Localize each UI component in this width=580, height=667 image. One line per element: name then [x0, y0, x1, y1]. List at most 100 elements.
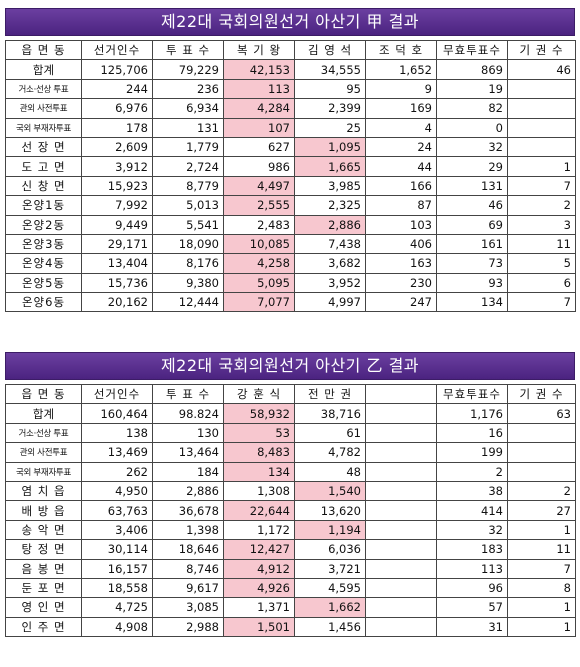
- value-cell: 53: [223, 422, 295, 444]
- value-cell: 6: [507, 272, 576, 294]
- value-cell: 27: [507, 500, 576, 521]
- value-cell: 73: [436, 253, 508, 274]
- table-row: 온양4동 13,404 8,176 4,258 3,682 163 73 5: [5, 253, 576, 274]
- value-cell: 20,162: [81, 292, 153, 313]
- value-cell: 31: [436, 616, 508, 638]
- region-name-cell: 국외 부재자투표: [5, 117, 82, 138]
- value-cell: 29,171: [81, 233, 153, 255]
- region-name-cell: 온양6동: [5, 292, 82, 313]
- value-cell: 1: [507, 616, 576, 638]
- value-cell: 38,716: [294, 403, 366, 424]
- value-cell: 9,449: [81, 214, 153, 235]
- region-name-cell: 도 고 면: [5, 156, 82, 177]
- value-cell: 4,595: [294, 577, 366, 599]
- value-cell: 1,194: [294, 519, 366, 541]
- value-cell: 3: [507, 214, 576, 235]
- value-cell: 11: [507, 539, 576, 560]
- value-cell: 18,646: [152, 539, 224, 560]
- table-row: 둔 포 면 18,558 9,617 4,926 4,595 96 8: [5, 577, 576, 599]
- table-row: 합계 125,706 79,229 42,153 34,555 1,652 869 46: [5, 59, 576, 80]
- value-cell: 34,555: [294, 59, 366, 80]
- value-cell: 163: [365, 253, 437, 274]
- value-cell: 414: [436, 500, 508, 521]
- region-name-cell: 신 창 면: [5, 175, 82, 197]
- value-cell: 130: [152, 422, 224, 444]
- value-cell: 178: [81, 117, 153, 138]
- value-cell: 134: [436, 292, 508, 313]
- column-header: 선거인수: [81, 39, 153, 61]
- region-name-cell: 온양3동: [5, 233, 82, 255]
- value-cell: 3,406: [81, 519, 153, 541]
- value-cell: 131: [436, 175, 508, 197]
- value-cell: 7,992: [81, 195, 153, 216]
- value-cell: 8,746: [152, 558, 224, 579]
- value-cell: 1,501: [223, 616, 295, 638]
- value-cell: 4,284: [223, 98, 295, 119]
- table-row: 국외 부재자투표 178 131 107 25 4 0: [5, 117, 576, 138]
- value-cell: [507, 78, 576, 100]
- region-name-cell: 국외 부재자투표: [5, 461, 82, 482]
- value-cell: 7: [507, 558, 576, 579]
- value-cell: [365, 461, 437, 482]
- value-cell: 2,886: [152, 480, 224, 502]
- value-cell: 79,229: [152, 59, 224, 80]
- value-cell: 2,724: [152, 156, 224, 177]
- value-cell: 2: [436, 461, 508, 482]
- table-row: 관외 사전투표 13,469 13,464 8,483 4,782 199: [5, 442, 576, 463]
- column-header: 전 만 권: [294, 383, 366, 405]
- value-cell: 131: [152, 117, 224, 138]
- table-row: 선 장 면 2,609 1,779 627 1,095 24 32: [5, 136, 576, 158]
- value-cell: 12,427: [223, 539, 295, 560]
- value-cell: 30,114: [81, 539, 153, 560]
- value-cell: [365, 500, 437, 521]
- column-header: 기 권 수: [507, 383, 576, 405]
- value-cell: 2,988: [152, 616, 224, 638]
- value-cell: 8,176: [152, 253, 224, 274]
- value-cell: 160,464: [81, 403, 153, 424]
- table-row: 배 방 읍 63,763 36,678 22,644 13,620 414 27: [5, 500, 576, 521]
- table-row: 음 봉 면 16,157 8,746 4,912 3,721 113 7: [5, 558, 576, 579]
- region-name-cell: 둔 포 면: [5, 577, 82, 599]
- table-row: 영 인 면 4,725 3,085 1,371 1,662 57 1: [5, 597, 576, 618]
- value-cell: 5,541: [152, 214, 224, 235]
- value-cell: 2: [507, 480, 576, 502]
- value-cell: 3,912: [81, 156, 153, 177]
- value-cell: 1,095: [294, 136, 366, 158]
- value-cell: 107: [223, 117, 295, 138]
- value-cell: 13,620: [294, 500, 366, 521]
- value-cell: [507, 461, 576, 482]
- value-cell: 134: [223, 461, 295, 482]
- value-cell: 1,176: [436, 403, 508, 424]
- region-name-cell: 배 방 읍: [5, 500, 82, 521]
- value-cell: [507, 117, 576, 138]
- value-cell: 96: [436, 577, 508, 599]
- table-row: 온양2동 9,449 5,541 2,483 2,886 103 69 3: [5, 214, 576, 235]
- column-header: 투 표 수: [152, 39, 224, 61]
- value-cell: 262: [81, 461, 153, 482]
- value-cell: 7,438: [294, 233, 366, 255]
- region-name-cell: 합계: [5, 59, 82, 80]
- region-name-cell: 인 주 면: [5, 616, 82, 638]
- table-row: 염 치 읍 4,950 2,886 1,308 1,540 38 2: [5, 480, 576, 502]
- value-cell: 16,157: [81, 558, 153, 579]
- table-row: 거소·선상 투표 138 130 53 61 16: [5, 422, 576, 444]
- region-name-cell: 온양4동: [5, 253, 82, 274]
- value-cell: 58,932: [223, 403, 295, 424]
- value-cell: 4,950: [81, 480, 153, 502]
- value-cell: 627: [223, 136, 295, 158]
- value-cell: 1,308: [223, 480, 295, 502]
- value-cell: 4,997: [294, 292, 366, 313]
- value-cell: 2: [507, 195, 576, 216]
- value-cell: 3,721: [294, 558, 366, 579]
- value-cell: 230: [365, 272, 437, 294]
- value-cell: 236: [152, 78, 224, 100]
- value-cell: 5: [507, 253, 576, 274]
- value-cell: [507, 98, 576, 119]
- value-cell: 103: [365, 214, 437, 235]
- value-cell: [365, 558, 437, 579]
- value-cell: 32: [436, 136, 508, 158]
